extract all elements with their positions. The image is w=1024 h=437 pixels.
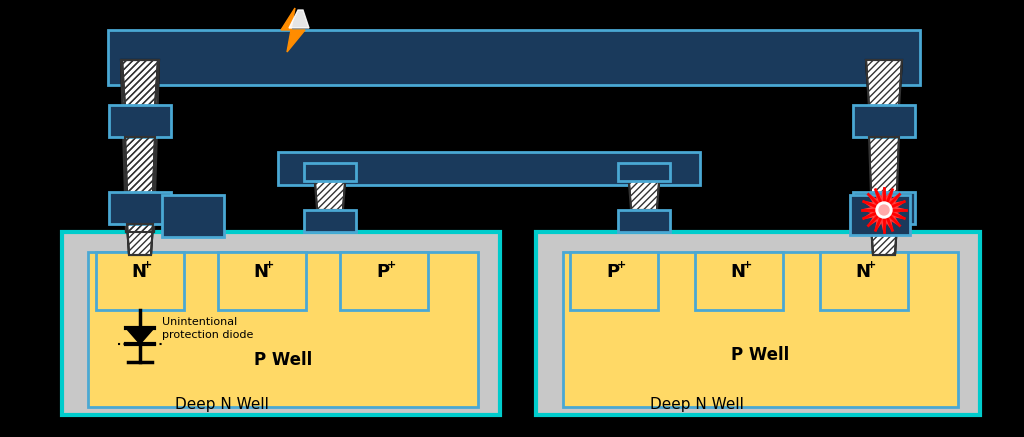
Bar [108, 30, 920, 85]
Bar [109, 192, 171, 224]
Polygon shape [862, 188, 906, 232]
Text: Deep N Well: Deep N Well [175, 398, 269, 413]
Bar [536, 232, 980, 415]
Text: Deep N Well: Deep N Well [650, 398, 743, 413]
Bar [109, 105, 171, 137]
Text: +: + [143, 260, 153, 270]
Bar [340, 252, 428, 310]
Circle shape [876, 202, 892, 218]
Polygon shape [126, 328, 154, 344]
Polygon shape [866, 60, 902, 108]
Polygon shape [281, 8, 305, 52]
Polygon shape [628, 170, 660, 210]
Bar [850, 195, 910, 235]
Polygon shape [314, 170, 346, 210]
Bar [820, 252, 908, 310]
Bar [853, 105, 915, 137]
Bar [853, 192, 915, 224]
Polygon shape [871, 224, 897, 255]
Text: N: N [254, 263, 268, 281]
Text: P Well: P Well [731, 346, 790, 364]
Bar [304, 210, 356, 232]
Bar [695, 252, 783, 310]
Text: P: P [606, 263, 620, 281]
Bar [62, 232, 500, 415]
Text: N: N [855, 263, 870, 281]
Text: +: + [742, 260, 752, 270]
Bar [96, 252, 184, 310]
Bar [162, 195, 224, 237]
Bar [304, 163, 356, 181]
Bar [88, 252, 478, 407]
Text: +: + [867, 260, 877, 270]
Polygon shape [289, 10, 309, 28]
Bar [618, 163, 670, 181]
Text: N: N [131, 263, 146, 281]
Text: +: + [617, 260, 627, 270]
Polygon shape [127, 224, 153, 255]
Polygon shape [862, 188, 906, 232]
Bar [278, 152, 700, 185]
Text: Unintentional
protection diode: Unintentional protection diode [162, 317, 253, 340]
Text: +: + [387, 260, 396, 270]
Text: P: P [377, 263, 389, 281]
Polygon shape [122, 60, 158, 108]
Bar [218, 252, 306, 310]
Text: P Well: P Well [254, 351, 312, 369]
Bar [570, 252, 658, 310]
Polygon shape [121, 60, 159, 232]
Bar [618, 210, 670, 232]
Polygon shape [125, 137, 155, 195]
Text: +: + [265, 260, 274, 270]
Polygon shape [869, 137, 899, 195]
Bar [563, 252, 958, 407]
Text: N: N [730, 263, 745, 281]
Circle shape [879, 205, 889, 215]
